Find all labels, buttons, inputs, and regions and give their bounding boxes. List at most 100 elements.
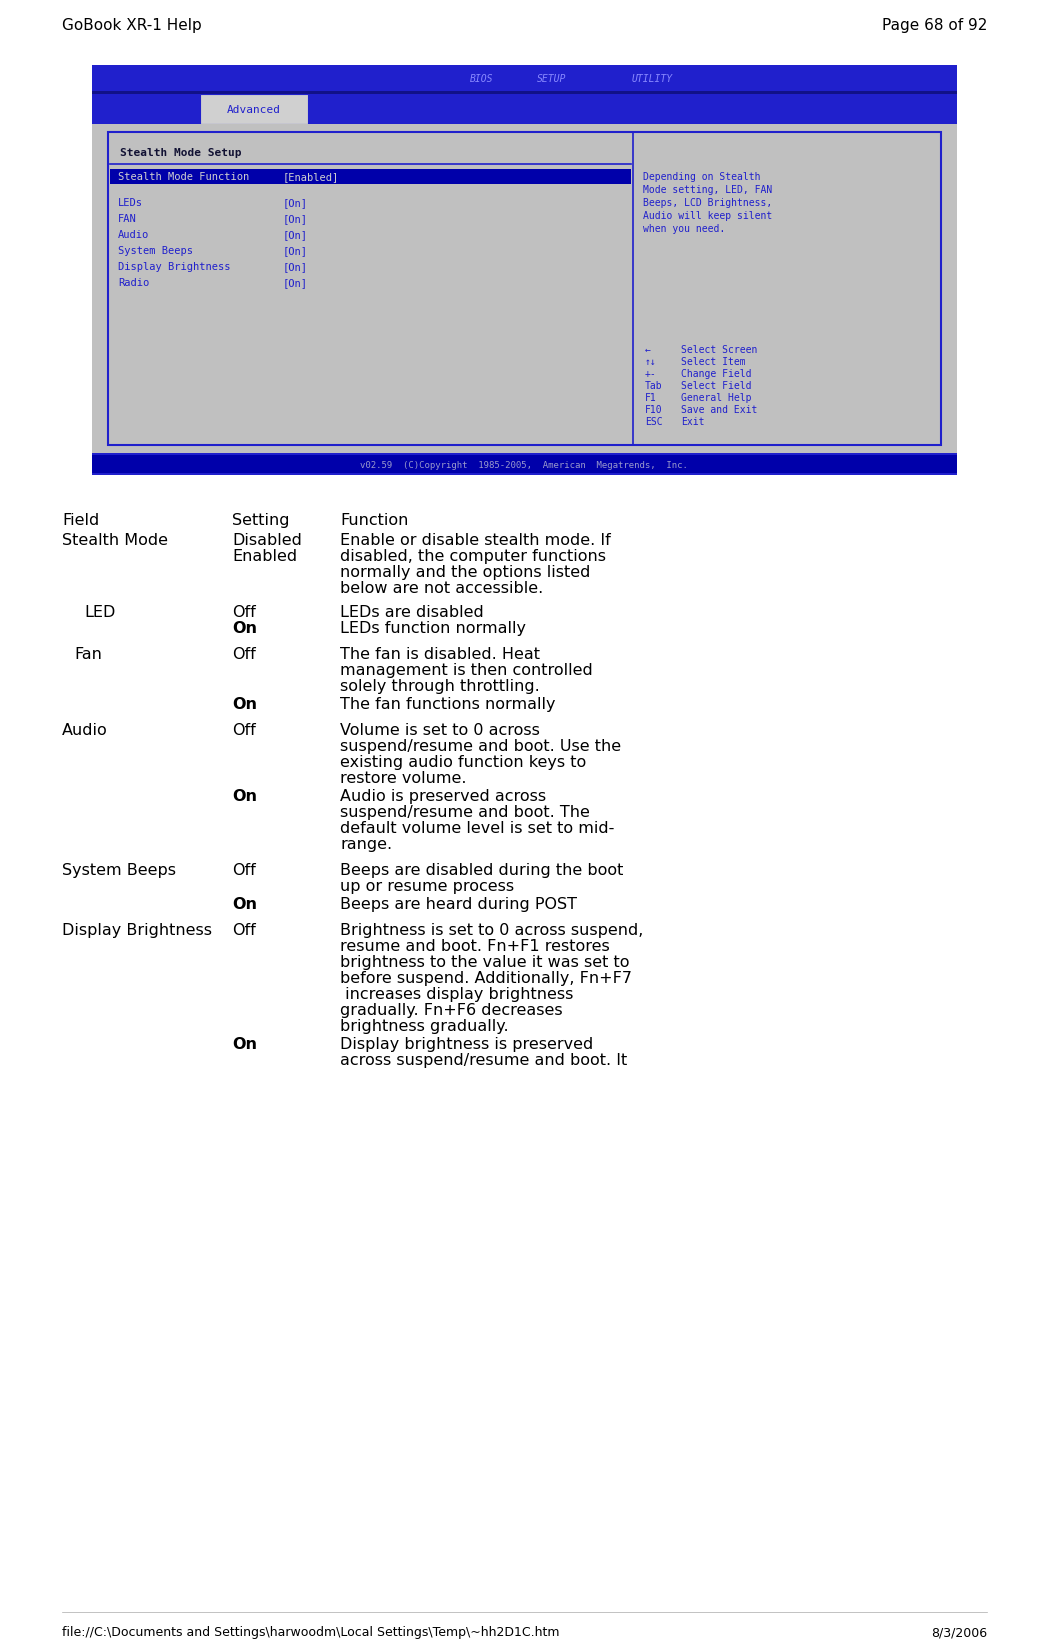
Text: Disabled: Disabled	[232, 533, 302, 547]
Text: Audio: Audio	[62, 723, 108, 738]
Bar	[92, 90, 957, 94]
Text: Stealth Mode Function: Stealth Mode Function	[117, 173, 250, 182]
Text: UTILITY: UTILITY	[631, 74, 672, 84]
Text: GoBook XR-1 Help: GoBook XR-1 Help	[62, 18, 201, 33]
Text: Radio: Radio	[117, 278, 149, 288]
Text: [On]: [On]	[283, 197, 308, 209]
Text: Field: Field	[62, 513, 100, 528]
Text: LED: LED	[84, 605, 115, 620]
Text: +-: +-	[645, 368, 657, 380]
Text: Select Screen: Select Screen	[681, 345, 757, 355]
Text: Off: Off	[232, 605, 256, 620]
Text: Exit: Exit	[681, 418, 704, 427]
Text: [On]: [On]	[283, 214, 308, 224]
Text: Off: Off	[232, 648, 256, 663]
Text: LEDs: LEDs	[117, 197, 143, 209]
Text: [On]: [On]	[283, 230, 308, 240]
Text: ESC: ESC	[645, 418, 662, 427]
Text: Depending on Stealth: Depending on Stealth	[643, 173, 761, 182]
Text: v02.59  (C)Copyright  1985-2005,  American  Megatrends,  Inc.: v02.59 (C)Copyright 1985-2005, American …	[360, 460, 688, 470]
Text: up or resume process: up or resume process	[340, 880, 514, 894]
Text: Audio: Audio	[117, 230, 149, 240]
Text: Save and Exit: Save and Exit	[681, 404, 757, 414]
Text: F10: F10	[645, 404, 662, 414]
Text: On: On	[232, 1037, 257, 1052]
Text: restore volume.: restore volume.	[340, 771, 467, 786]
Bar	[110, 169, 630, 184]
Text: On: On	[232, 898, 257, 912]
Text: below are not accessible.: below are not accessible.	[340, 580, 543, 597]
Text: range.: range.	[340, 837, 392, 852]
Text: file://C:\Documents and Settings\harwoodm\Local Settings\Temp\~hh2D1C.htm: file://C:\Documents and Settings\harwood…	[62, 1626, 559, 1639]
Text: F1: F1	[645, 393, 657, 403]
Text: ←: ←	[645, 345, 650, 355]
Bar	[200, 94, 308, 123]
Text: solely through throttling.: solely through throttling.	[340, 679, 540, 694]
Text: brightness gradually.: brightness gradually.	[340, 1019, 509, 1034]
Text: default volume level is set to mid-: default volume level is set to mid-	[340, 820, 615, 837]
Text: LEDs function normally: LEDs function normally	[340, 621, 526, 636]
Text: Select Field: Select Field	[681, 381, 751, 391]
Text: normally and the options listed: normally and the options listed	[340, 566, 591, 580]
Text: Off: Off	[232, 863, 256, 878]
Text: General Help: General Help	[681, 393, 751, 403]
Text: suspend/resume and boot. Use the: suspend/resume and boot. Use the	[340, 740, 621, 755]
Bar	[92, 66, 957, 475]
Text: On: On	[232, 789, 257, 804]
Text: Display Brightness: Display Brightness	[62, 922, 212, 939]
Text: gradually. Fn+F6 decreases: gradually. Fn+F6 decreases	[340, 1003, 562, 1018]
Text: The fan is disabled. Heat: The fan is disabled. Heat	[340, 648, 540, 663]
Text: Tab: Tab	[645, 381, 662, 391]
Text: before suspend. Additionally, Fn+F7: before suspend. Additionally, Fn+F7	[340, 972, 631, 986]
Text: Setting: Setting	[232, 513, 290, 528]
Text: [Enabled]: [Enabled]	[283, 173, 339, 182]
Text: Audio will keep silent: Audio will keep silent	[643, 210, 772, 220]
Text: [On]: [On]	[283, 261, 308, 271]
Text: Function: Function	[340, 513, 408, 528]
Text: Advanced: Advanced	[227, 105, 281, 115]
Text: [On]: [On]	[283, 247, 308, 256]
Text: Change Field: Change Field	[681, 368, 751, 380]
Text: Enabled: Enabled	[232, 549, 297, 564]
Text: ↑↓: ↑↓	[645, 357, 657, 367]
Text: Audio is preserved across: Audio is preserved across	[340, 789, 547, 804]
Text: Volume is set to 0 across: Volume is set to 0 across	[340, 723, 540, 738]
Text: Beeps are heard during POST: Beeps are heard during POST	[340, 898, 577, 912]
Text: management is then controlled: management is then controlled	[340, 663, 593, 677]
Text: Select Item: Select Item	[681, 357, 746, 367]
Text: [On]: [On]	[283, 278, 308, 288]
Text: disabled, the computer functions: disabled, the computer functions	[340, 549, 606, 564]
Text: System Beeps: System Beeps	[117, 247, 193, 256]
Text: The fan functions normally: The fan functions normally	[340, 697, 556, 712]
Text: increases display brightness: increases display brightness	[340, 986, 574, 1001]
Text: LEDs are disabled: LEDs are disabled	[340, 605, 484, 620]
Text: Beeps, LCD Brightness,: Beeps, LCD Brightness,	[643, 197, 772, 209]
Text: SETUP: SETUP	[537, 74, 566, 84]
Text: Fan: Fan	[74, 648, 102, 663]
Text: Display Brightness: Display Brightness	[117, 261, 231, 271]
Text: Brightness is set to 0 across suspend,: Brightness is set to 0 across suspend,	[340, 922, 643, 939]
Text: FAN: FAN	[117, 214, 136, 224]
Text: On: On	[232, 621, 257, 636]
Bar	[92, 94, 957, 123]
Text: resume and boot. Fn+F1 restores: resume and boot. Fn+F1 restores	[340, 939, 609, 954]
Text: Page 68 of 92: Page 68 of 92	[881, 18, 987, 33]
Text: Stealth Mode: Stealth Mode	[62, 533, 168, 547]
Text: brightness to the value it was set to: brightness to the value it was set to	[340, 955, 629, 970]
Text: Mode setting, LED, FAN: Mode setting, LED, FAN	[643, 186, 772, 196]
Text: Off: Off	[232, 723, 256, 738]
Bar	[92, 123, 957, 454]
Text: Off: Off	[232, 922, 256, 939]
Text: Stealth Mode Setup: Stealth Mode Setup	[120, 148, 241, 158]
Text: existing audio function keys to: existing audio function keys to	[340, 755, 586, 769]
Text: Beeps are disabled during the boot: Beeps are disabled during the boot	[340, 863, 623, 878]
Text: when you need.: when you need.	[643, 224, 725, 233]
Text: 8/3/2006: 8/3/2006	[930, 1626, 987, 1639]
Text: Display brightness is preserved: Display brightness is preserved	[340, 1037, 594, 1052]
Text: across suspend/resume and boot. It: across suspend/resume and boot. It	[340, 1054, 627, 1069]
Bar	[108, 132, 941, 446]
Text: On: On	[232, 697, 257, 712]
Bar	[92, 455, 957, 473]
Text: BIOS: BIOS	[470, 74, 494, 84]
Text: System Beeps: System Beeps	[62, 863, 176, 878]
